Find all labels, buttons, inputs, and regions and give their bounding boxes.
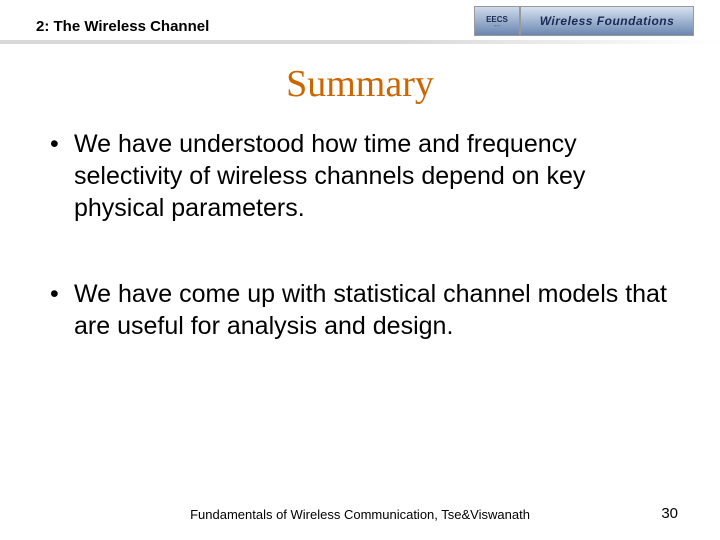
bullet-item: • We have understood how time and freque… (50, 128, 670, 224)
eecs-logo-icon: EECS ····· (474, 6, 520, 36)
chapter-label: 2: The Wireless Channel (36, 18, 209, 35)
bullet-text: We have understood how time and frequenc… (74, 128, 670, 224)
bullet-item: • We have come up with statistical chann… (50, 278, 670, 342)
page-number: 30 (661, 505, 678, 522)
wf-logo-text: Wireless Foundations (540, 14, 675, 28)
bullet-marker-icon: • (50, 278, 74, 342)
wireless-foundations-logo-icon: Wireless Foundations (520, 6, 694, 36)
slide-body: • We have understood how time and freque… (50, 128, 670, 396)
header-divider (0, 40, 720, 44)
bullet-marker-icon: • (50, 128, 74, 224)
bullet-text: We have come up with statistical channel… (74, 278, 670, 342)
logo-area: EECS ····· Wireless Foundations (474, 6, 694, 38)
slide-title: Summary (0, 62, 720, 106)
eecs-logo-subtext: ····· (494, 24, 501, 28)
slide: 2: The Wireless Channel EECS ····· Wirel… (0, 0, 720, 540)
footer-citation: Fundamentals of Wireless Communication, … (0, 507, 720, 522)
